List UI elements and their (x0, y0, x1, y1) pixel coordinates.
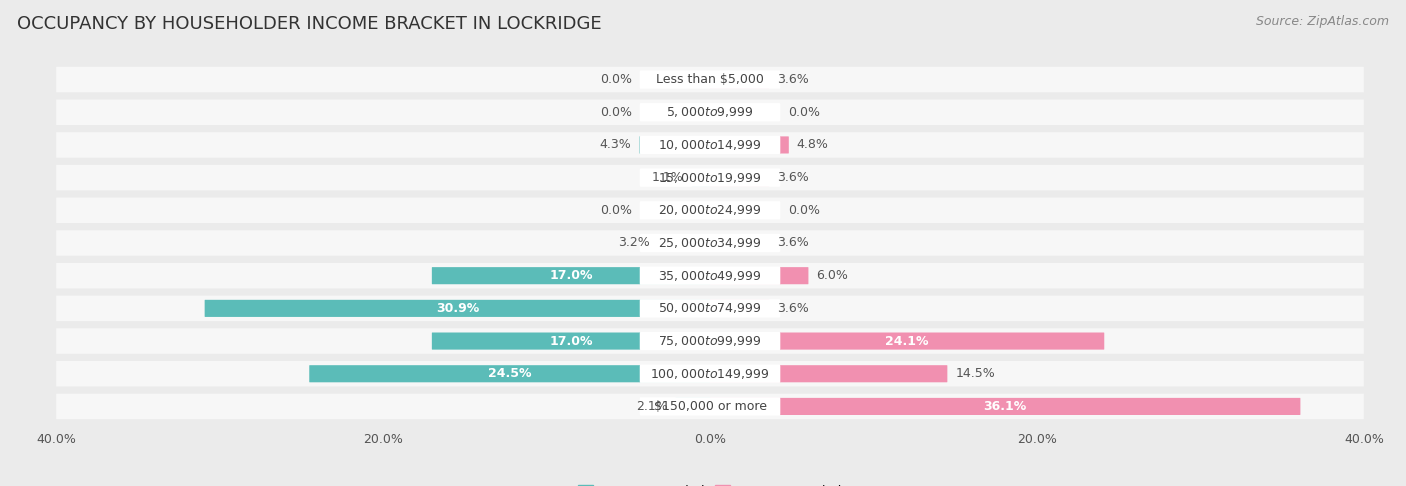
Text: $150,000 or more: $150,000 or more (654, 400, 766, 413)
FancyBboxPatch shape (692, 169, 710, 186)
Text: OCCUPANCY BY HOUSEHOLDER INCOME BRACKET IN LOCKRIDGE: OCCUPANCY BY HOUSEHOLDER INCOME BRACKET … (17, 15, 602, 33)
Text: 0.0%: 0.0% (600, 106, 633, 119)
FancyBboxPatch shape (640, 364, 780, 383)
FancyBboxPatch shape (56, 329, 1364, 354)
FancyBboxPatch shape (640, 332, 780, 350)
Text: 4.3%: 4.3% (600, 139, 631, 152)
Text: 0.0%: 0.0% (787, 204, 820, 217)
Text: 24.5%: 24.5% (488, 367, 531, 380)
FancyBboxPatch shape (56, 165, 1364, 191)
FancyBboxPatch shape (640, 201, 780, 220)
Text: 6.0%: 6.0% (817, 269, 848, 282)
Legend: Owner-occupied, Renter-occupied: Owner-occupied, Renter-occupied (574, 480, 846, 486)
FancyBboxPatch shape (640, 137, 710, 154)
Text: $25,000 to $34,999: $25,000 to $34,999 (658, 236, 762, 250)
FancyBboxPatch shape (432, 332, 710, 349)
FancyBboxPatch shape (56, 198, 1364, 223)
FancyBboxPatch shape (56, 295, 1364, 321)
FancyBboxPatch shape (56, 100, 1364, 125)
FancyBboxPatch shape (56, 67, 1364, 92)
Text: $10,000 to $14,999: $10,000 to $14,999 (658, 138, 762, 152)
FancyBboxPatch shape (710, 300, 769, 317)
Text: 0.0%: 0.0% (600, 204, 633, 217)
Text: Less than $5,000: Less than $5,000 (657, 73, 763, 86)
Text: 3.6%: 3.6% (778, 171, 808, 184)
FancyBboxPatch shape (710, 365, 948, 382)
FancyBboxPatch shape (710, 234, 769, 252)
Text: 17.0%: 17.0% (550, 269, 593, 282)
Text: 4.8%: 4.8% (797, 139, 828, 152)
FancyBboxPatch shape (675, 398, 710, 415)
FancyBboxPatch shape (710, 398, 1301, 415)
FancyBboxPatch shape (640, 136, 780, 154)
FancyBboxPatch shape (640, 169, 780, 187)
Text: 30.9%: 30.9% (436, 302, 479, 315)
FancyBboxPatch shape (56, 361, 1364, 386)
FancyBboxPatch shape (710, 137, 789, 154)
FancyBboxPatch shape (640, 266, 780, 285)
FancyBboxPatch shape (658, 234, 710, 252)
Text: Source: ZipAtlas.com: Source: ZipAtlas.com (1256, 15, 1389, 28)
Text: 3.6%: 3.6% (778, 73, 808, 86)
Text: $75,000 to $99,999: $75,000 to $99,999 (658, 334, 762, 348)
FancyBboxPatch shape (205, 300, 710, 317)
FancyBboxPatch shape (56, 394, 1364, 419)
Text: 14.5%: 14.5% (955, 367, 995, 380)
FancyBboxPatch shape (640, 70, 780, 89)
FancyBboxPatch shape (56, 230, 1364, 256)
FancyBboxPatch shape (710, 267, 808, 284)
FancyBboxPatch shape (432, 267, 710, 284)
Text: 0.0%: 0.0% (600, 73, 633, 86)
Text: 3.2%: 3.2% (617, 237, 650, 249)
Text: 1.1%: 1.1% (652, 171, 683, 184)
FancyBboxPatch shape (56, 132, 1364, 157)
FancyBboxPatch shape (640, 234, 780, 252)
Text: 24.1%: 24.1% (886, 334, 929, 347)
Text: $15,000 to $19,999: $15,000 to $19,999 (658, 171, 762, 185)
Text: 0.0%: 0.0% (787, 106, 820, 119)
Text: 17.0%: 17.0% (550, 334, 593, 347)
FancyBboxPatch shape (640, 397, 780, 416)
Text: 3.6%: 3.6% (778, 302, 808, 315)
Text: $50,000 to $74,999: $50,000 to $74,999 (658, 301, 762, 315)
FancyBboxPatch shape (56, 263, 1364, 288)
Text: 36.1%: 36.1% (983, 400, 1026, 413)
FancyBboxPatch shape (309, 365, 710, 382)
Text: $20,000 to $24,999: $20,000 to $24,999 (658, 203, 762, 217)
FancyBboxPatch shape (710, 169, 769, 186)
Text: 2.1%: 2.1% (636, 400, 668, 413)
Text: $5,000 to $9,999: $5,000 to $9,999 (666, 105, 754, 119)
Text: $100,000 to $149,999: $100,000 to $149,999 (651, 367, 769, 381)
FancyBboxPatch shape (640, 299, 780, 317)
Text: 3.6%: 3.6% (778, 237, 808, 249)
FancyBboxPatch shape (640, 103, 780, 122)
FancyBboxPatch shape (710, 71, 769, 88)
Text: $35,000 to $49,999: $35,000 to $49,999 (658, 269, 762, 283)
FancyBboxPatch shape (710, 332, 1104, 349)
